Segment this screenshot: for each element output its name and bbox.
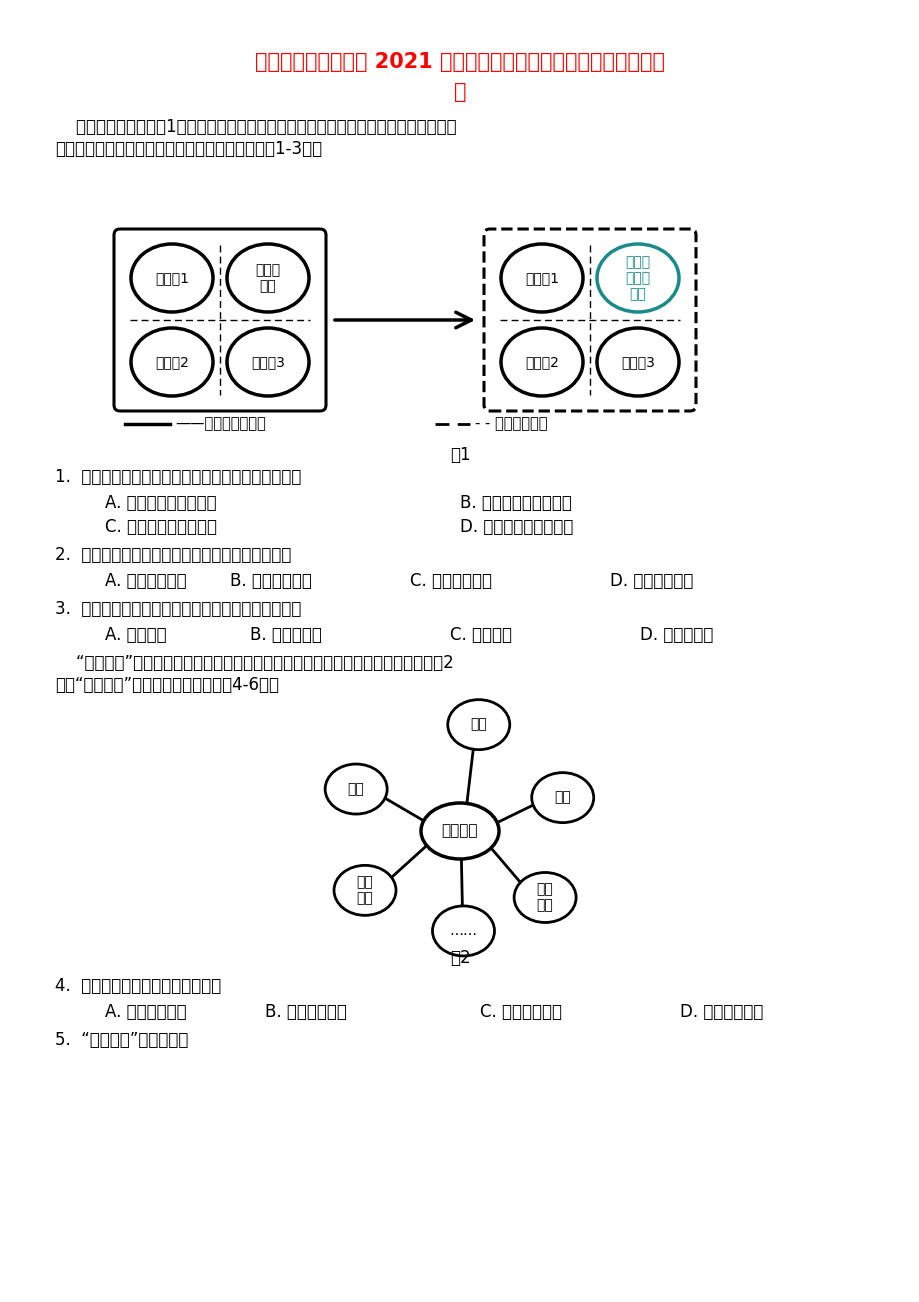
Ellipse shape	[501, 328, 583, 396]
Text: D. 多核心模式: D. 多核心模式	[640, 626, 712, 644]
Ellipse shape	[596, 243, 678, 312]
Text: 待撤县
的县: 待撤县 的县	[255, 263, 280, 293]
Ellipse shape	[334, 866, 395, 915]
Ellipse shape	[531, 772, 593, 823]
Text: 题: 题	[453, 82, 466, 102]
Text: 1.  我国部分大城市管辖区域内撤县设区的主要目的是: 1. 我国部分大城市管辖区域内撤县设区的主要目的是	[55, 467, 301, 486]
Text: 5.  “共享村落”建设，可以: 5. “共享村落”建设，可以	[55, 1031, 188, 1049]
Text: 市辖区1: 市辖区1	[154, 271, 188, 285]
Text: D. 道路交通拥堵: D. 道路交通拥堵	[609, 572, 693, 590]
Text: B. 区域间协调差: B. 区域间协调差	[230, 572, 312, 590]
Ellipse shape	[227, 243, 309, 312]
Text: 市辖区3: 市辖区3	[620, 355, 654, 368]
Text: C. 田园模式: C. 田园模式	[449, 626, 512, 644]
Text: B. 同心圆模式: B. 同心圆模式	[250, 626, 322, 644]
Text: 创意: 创意	[470, 717, 486, 732]
Text: 3.  整建制拼合模式有可能促使大城市空间结构发展为: 3. 整建制拼合模式有可能促使大城市空间结构发展为	[55, 600, 301, 618]
Ellipse shape	[432, 906, 494, 956]
Text: A. 社会服务短缺: A. 社会服务短缺	[105, 1003, 187, 1021]
Ellipse shape	[130, 328, 213, 396]
Text: 图2: 图2	[449, 949, 470, 967]
Text: 市辖区3: 市辖区3	[251, 355, 285, 368]
Text: 休闲
居住: 休闲 居住	[536, 883, 553, 913]
Text: C. 提高原县的服务范围: C. 提高原县的服务范围	[105, 518, 217, 536]
Text: 文化: 文化	[347, 783, 364, 796]
Ellipse shape	[448, 699, 509, 750]
Ellipse shape	[421, 803, 498, 859]
Text: A. 扩大原县的管辖范围: A. 扩大原县的管辖范围	[105, 493, 216, 512]
Text: ……: ……	[449, 924, 477, 937]
Text: 四川省成都市高新区 2021 届高三地理下学期第四次阶段质量检测试: 四川省成都市高新区 2021 届高三地理下学期第四次阶段质量检测试	[255, 52, 664, 72]
Text: “共享村落”是盘活农村闲置宅基地和房屋资产，促进乡村振兴的一项创新举措。图2: “共享村落”是盘活农村闲置宅基地和房屋资产，促进乡村振兴的一项创新举措。图2	[55, 654, 453, 672]
Text: A. 扇形模式: A. 扇形模式	[105, 626, 166, 644]
Text: C. 环境污染加剧: C. 环境污染加剧	[410, 572, 492, 590]
Text: 乡村
旅游: 乡村 旅游	[357, 875, 373, 905]
Text: 整建制拼合模式（图1）是我国部分大城市管辖区域内撤县设区的常见方式，该模式下: 整建制拼合模式（图1）是我国部分大城市管辖区域内撤县设区的常见方式，该模式下	[55, 118, 456, 135]
Ellipse shape	[514, 872, 575, 923]
Text: D. 乡村人口迁移: D. 乡村人口迁移	[679, 1003, 763, 1021]
Text: - - 主城区边界线: - - 主城区边界线	[474, 417, 547, 431]
Text: 市辖区2: 市辖区2	[155, 355, 188, 368]
Text: B. 增强大城市竞争能力: B. 增强大城市竞争能力	[460, 493, 572, 512]
Text: D. 增加大城市服务职能: D. 增加大城市服务职能	[460, 518, 573, 536]
Text: ——县和区的边界线: ——县和区的边界线	[175, 417, 266, 431]
Text: 市辖区2: 市辖区2	[525, 355, 559, 368]
Ellipse shape	[324, 764, 387, 814]
Text: 图1: 图1	[449, 447, 470, 464]
Ellipse shape	[130, 243, 213, 312]
Text: 示意“共享村落”的主要用途。据此完成4-6题。: 示意“共享村落”的主要用途。据此完成4-6题。	[55, 676, 278, 694]
Text: A. 就业压力增大: A. 就业压力增大	[105, 572, 187, 590]
Text: 被撤县的行政名称改变，行政范围未变。据此完成1-3题。: 被撤县的行政名称改变，行政范围未变。据此完成1-3题。	[55, 141, 322, 158]
Text: 市辖区1: 市辖区1	[525, 271, 559, 285]
Text: 共享村落: 共享村落	[441, 823, 478, 838]
Text: 撤县设
区的市
辖区: 撤县设 区的市 辖区	[625, 255, 650, 301]
Text: C. 生态环境脆弱: C. 生态环境脆弱	[480, 1003, 562, 1021]
Text: 4.  导致农村房屋闲置的直接原因是: 4. 导致农村房屋闲置的直接原因是	[55, 976, 221, 995]
Text: 养老: 养老	[554, 790, 571, 805]
Text: 2.  对于大城市而言，整建制拼合模式初期可能导致: 2. 对于大城市而言，整建制拼合模式初期可能导致	[55, 546, 291, 564]
Ellipse shape	[596, 328, 678, 396]
Text: B. 基础设施落后: B. 基础设施落后	[265, 1003, 346, 1021]
Ellipse shape	[501, 243, 583, 312]
Ellipse shape	[227, 328, 309, 396]
